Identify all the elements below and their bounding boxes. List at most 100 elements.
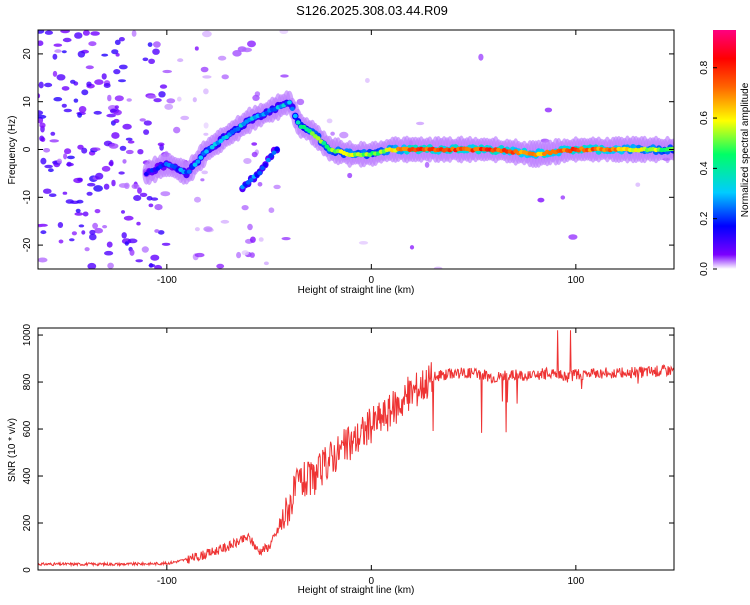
spectrogram-noise-cell: [241, 250, 249, 256]
spectrogram-noise-cell: [268, 207, 275, 213]
snr-x-tick-label: 0: [369, 576, 375, 587]
spectrogram-noise-cell: [82, 211, 89, 217]
spectrogram-noise-cell: [247, 40, 256, 48]
colorbar-ticks: 0.0 0.2 0.4 0.6 0.8: [699, 60, 717, 276]
spectrogram-branch-cell-core: [271, 150, 277, 155]
spectrogram-noise-cell: [118, 64, 128, 70]
spectrogram-ridge-cell-core: [235, 126, 241, 132]
spectrogram-noise-cell: [38, 114, 47, 119]
spectrogram-marks: [38, 30, 674, 269]
spectrogram-noise-cell: [136, 221, 141, 226]
spectrogram-noise-cell: [76, 199, 84, 204]
spectrogram-y-tick-label: 20: [22, 48, 33, 60]
spectrogram-noise-cell: [126, 98, 132, 102]
spectrogram-noise-cell: [50, 131, 56, 136]
snr-y-tick-label: 200: [22, 514, 33, 531]
spectrogram-noise-cell: [148, 58, 156, 64]
spectrogram-noise-cell: [180, 115, 190, 121]
spectrogram-noise-cell: [544, 107, 553, 113]
spectrogram-noise-cell: [148, 263, 156, 268]
spectrogram-noise-cell: [95, 172, 104, 180]
spectrogram-noise-cell: [127, 238, 138, 244]
spectrogram-noise-cell: [114, 105, 119, 109]
spectrogram-noise-cell: [81, 89, 89, 96]
spectrogram-noise-cell: [90, 31, 100, 36]
spectrogram-noise-cell: [154, 229, 160, 233]
spectrogram-noise-cell: [104, 250, 114, 256]
spectrogram-noise-cell: [58, 239, 64, 244]
spectrogram-noise-cell: [38, 30, 45, 34]
spectrogram-noise-cell: [201, 170, 208, 175]
colorbar-tick-label: 0.2: [699, 211, 710, 225]
spectrogram-noise-cell: [39, 122, 46, 129]
spectrogram-noise-cell: [122, 123, 132, 130]
spectrogram-y-tick-label: -10: [22, 190, 33, 205]
spectrogram-ridge-cell-core: [287, 100, 292, 105]
spectrogram-noise-cell: [192, 97, 197, 103]
spectrogram-noise-cell: [537, 197, 545, 203]
spectrogram-noise-cell: [44, 164, 53, 169]
spectrogram-noise-cell: [66, 162, 74, 167]
spectrogram-noise-cell: [40, 230, 47, 235]
spectrogram-noise-cell: [221, 74, 229, 80]
spectrogram-noise-cell: [135, 259, 143, 263]
colorbar-tick-label: 0.6: [699, 111, 710, 125]
spectrogram-x-tick-label: 100: [567, 275, 584, 286]
spectrogram-noise-cell: [146, 94, 157, 99]
spectrogram-noise-cell: [38, 93, 41, 99]
spectrogram-noise-cell: [296, 98, 305, 106]
spectrogram-noise-cell: [142, 57, 149, 62]
spectrogram-ridge-cell-core: [321, 141, 327, 146]
spectrogram-noise-cell: [38, 110, 44, 116]
spectrogram-noise-cell: [89, 229, 96, 235]
spectrogram-noise-cell: [433, 266, 443, 269]
colorbar-gradient: [713, 30, 736, 269]
spectrogram-noise-cell: [249, 252, 255, 258]
spectrogram-noise-cell: [125, 149, 134, 155]
spectrogram-noise-cell: [81, 230, 86, 235]
spectrogram-noise-cell: [93, 110, 102, 115]
spectrogram-noise-cell: [61, 86, 70, 91]
snr-x-tick-label: 100: [567, 576, 584, 587]
spectrogram-noise-cell: [101, 73, 107, 80]
spectrogram-noise-cell: [94, 227, 103, 234]
spectrogram-noise-cell: [77, 144, 84, 150]
spectrogram-ridge-cell-core: [204, 149, 209, 154]
spectrogram-noise-cell: [203, 132, 209, 136]
spectrogram-noise-cell: [203, 88, 209, 95]
spectrogram-noise-cell: [154, 204, 163, 211]
spectrogram-noise-cell: [161, 242, 171, 246]
spectrogram-noise-cell: [66, 155, 75, 160]
spectrogram-noise-cell: [478, 53, 484, 61]
spectrogram-noise-cell: [154, 264, 162, 269]
spectrogram-noise-cell: [121, 232, 127, 239]
spectrogram-noise-cell: [101, 53, 109, 57]
spectrogram-noise-cell: [106, 113, 116, 118]
spectrogram-noise-cell: [63, 153, 68, 160]
snr-x-label: Height of straight line (km): [298, 585, 415, 596]
spectrogram-noise-cell: [110, 108, 117, 113]
colorbar-tick-label: 0.4: [699, 161, 710, 175]
colorbar-tick-label: 0.8: [699, 60, 710, 74]
spectrogram-noise-cell: [217, 55, 227, 61]
spectrogram-noise-cell: [133, 195, 142, 201]
spectrogram-noise-cell: [202, 30, 212, 38]
snr-y-tick-label: 0: [22, 567, 33, 573]
spectrogram-noise-cell: [257, 182, 263, 187]
spectrogram-noise-cell: [139, 118, 146, 122]
spectrogram-noise-cell: [38, 224, 44, 228]
spectrogram-noise-cell: [232, 50, 242, 57]
spectrogram-noise-cell: [48, 168, 54, 173]
spectrogram-y-label: Frequency (Hz): [7, 116, 18, 185]
snr-y-label: SNR (10 * v/v): [7, 418, 18, 482]
spectrogram-branch-cell-core: [263, 162, 268, 167]
spectrogram-noise-cell: [113, 118, 120, 124]
spectrogram-y-tick-label: 0: [22, 146, 33, 152]
spectrogram-noise-cell: [61, 50, 67, 54]
snr-frame: [37, 327, 675, 571]
spectrogram-noise-cell: [568, 234, 578, 240]
spectrogram-noise-cell: [177, 96, 182, 102]
spectrogram-noise-cell: [54, 49, 62, 53]
spectrogram-noise-cell: [147, 42, 153, 47]
